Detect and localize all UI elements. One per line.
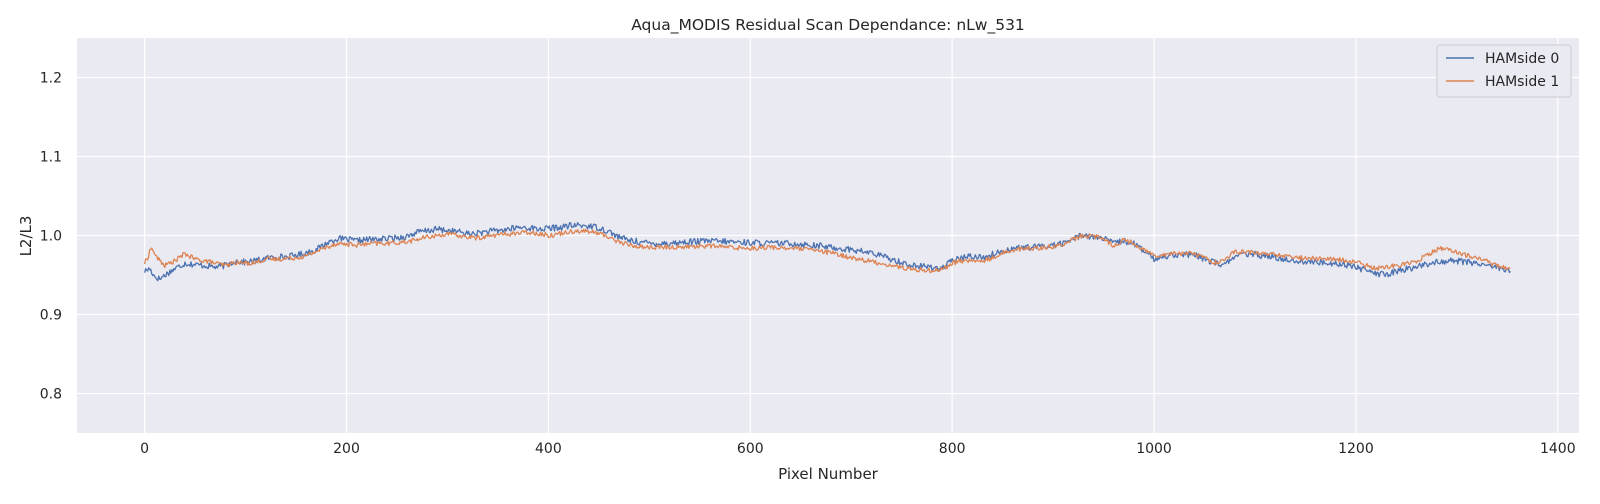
grid-lines	[77, 38, 1579, 433]
x-tick-label: 800	[939, 441, 966, 457]
y-tick-labels: 0.8 0.9 1.0 1.1 1.2	[40, 71, 62, 403]
legend-label-hamside-0: HAMside 0	[1485, 51, 1559, 67]
x-tick-label: 1000	[1136, 441, 1172, 457]
y-tick-label: 0.8	[40, 387, 62, 403]
x-tick-label: 200	[333, 441, 360, 457]
y-tick-label: 0.9	[40, 308, 62, 324]
x-tick-label: 0	[140, 441, 149, 457]
x-tick-label: 1200	[1338, 441, 1374, 457]
y-axis-label: L2/L3	[17, 216, 35, 257]
x-tick-label: 600	[737, 441, 764, 457]
legend: HAMside 0 HAMside 1	[1436, 44, 1572, 98]
y-tick-label: 1.0	[40, 229, 62, 245]
chart-title: Aqua_MODIS Residual Scan Dependance: nLw…	[631, 16, 1025, 35]
series-lines	[143, 222, 1511, 282]
x-axis-label: Pixel Number	[778, 465, 879, 483]
legend-label-hamside-1: HAMside 1	[1485, 74, 1559, 90]
x-tick-labels: 0 200 400 600 800 1000 1200 1400	[140, 441, 1575, 457]
series-line-hamside-0	[143, 222, 1511, 282]
x-tick-label: 400	[535, 441, 562, 457]
y-tick-label: 1.2	[40, 71, 62, 87]
series-line-hamside-1	[143, 228, 1511, 274]
x-tick-label: 1400	[1540, 441, 1576, 457]
y-tick-label: 1.1	[40, 150, 62, 166]
